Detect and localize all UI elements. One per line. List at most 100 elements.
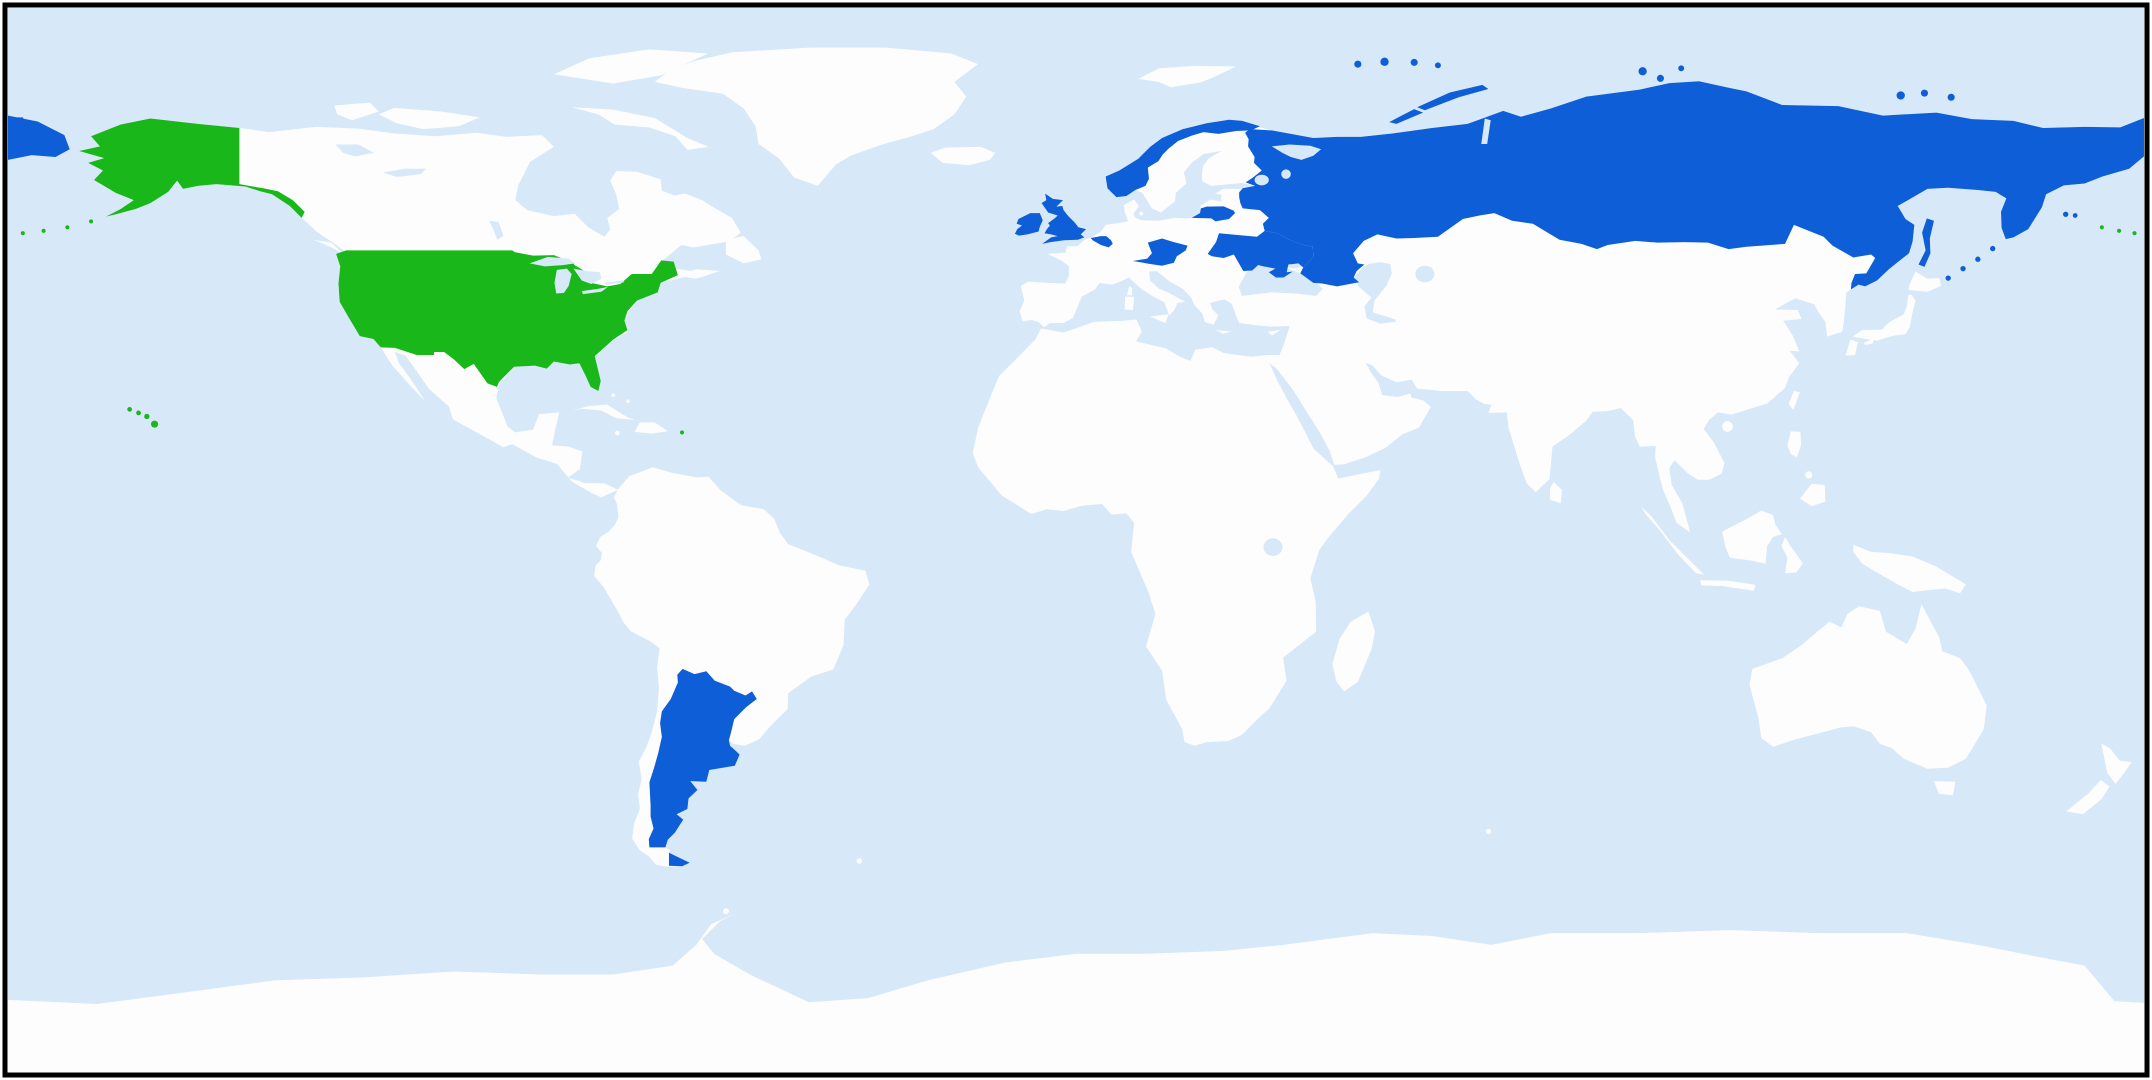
island-aleutian-2 [65,225,70,230]
island-sumatra [1641,506,1705,575]
caspian-sea [1354,262,1396,324]
landmass-australia [1749,604,1987,769]
island-hawaii-maui [144,413,150,420]
island-borneo [1722,510,1783,564]
island-novaya-zemlya-south [1389,109,1424,124]
island-cyprus [1267,329,1282,336]
island-vancouver [313,239,344,254]
island-new-guinea [1853,544,1966,594]
country-argentina-tierra-del-fuego [668,852,690,867]
gulf-of-ob [1481,118,1491,144]
country-russia-chukotka-wrap [8,115,70,160]
island-sulawesi [1781,537,1803,574]
island-aleutian-1 [88,219,94,224]
island-corsica [1127,285,1133,296]
country-united-kingdom [1041,193,1087,244]
island-sakhalin [1918,218,1934,267]
island-severnaya-2 [1656,74,1664,82]
island-new-siberian-3 [1947,93,1955,101]
country-ukraine [1207,230,1314,278]
island-franz-josef-3 [1410,58,1418,66]
island-sri-lanka [1550,482,1562,504]
island-mindanao [1799,483,1826,507]
island-sardinia [1124,296,1135,311]
island-honshu [1852,294,1916,341]
landmass-greenland [654,47,979,186]
island-novaya-zemlya-north [1417,84,1489,111]
island-luzon [1787,431,1802,458]
island-baffin [571,107,709,150]
lake-ladoga [1254,174,1269,186]
country-ireland [1014,213,1043,236]
lake-onega [1281,169,1291,179]
highlight-green-layer [20,118,2137,435]
island-kyushu [1845,339,1859,356]
island-south-shetland [722,908,729,915]
island-aleutian-4 [20,231,25,236]
lake-superior [529,256,576,267]
island-bahamas-1 [611,393,615,397]
island-aleutian-3 [41,228,46,233]
lake-great-slave [382,168,427,178]
island-hawaii-oahu [136,410,141,416]
country-norway [1105,119,1260,198]
island-aleutian-west-2 [2116,228,2122,233]
island-victoria [378,107,480,130]
island-kuril-2 [1960,266,1966,272]
country-belgium [1090,236,1113,248]
island-franz-josef-4 [1434,62,1441,69]
island-taiwan [1788,391,1800,410]
island-aleutian-west-3 [2132,231,2137,236]
island-crete [1215,330,1233,334]
country-usa-alaska [79,118,305,218]
island-madagascar [1332,611,1376,692]
black-sea [1238,265,1323,296]
island-visayas [1805,471,1813,479]
island-franz-josef-1 [1354,60,1362,68]
island-komandorski-1 [2062,211,2069,217]
island-nz-north [2101,743,2132,785]
island-iceland [930,146,996,166]
island-banks [334,102,379,121]
white-sea [1271,144,1322,160]
island-bahamas-2 [626,399,630,403]
country-lithuania-kaliningrad [1191,206,1236,222]
country-russia [1239,81,2144,290]
landmass-antarctica [8,913,2144,1072]
island-hokkaido [1908,271,1942,292]
island-hainan [1722,421,1733,432]
island-java [1700,580,1756,591]
lake-winnipeg [489,220,504,240]
island-kuril-4 [1990,245,1996,252]
island-puerto-rico [679,430,685,435]
island-severnaya-3 [1678,65,1685,72]
lake-ontario [604,280,625,285]
island-newfoundland [725,236,762,264]
country-argentina [648,668,757,848]
island-wrangel [8,117,25,122]
island-kuril-1 [1945,275,1951,281]
island-ellesmere [553,49,709,84]
lake-erie [581,287,608,295]
island-tasmania [1933,781,1956,796]
island-kerguelen [1485,828,1492,835]
island-shikoku [1863,337,1876,345]
island-severnaya-1 [1638,67,1647,76]
island-jamaica [614,430,620,436]
island-kuril-3 [1975,256,1981,262]
lake-michigan [554,268,572,294]
island-sicily [1149,314,1169,324]
lake-victoria [1263,538,1283,556]
highlight-blue-layer [8,57,2144,867]
island-new-siberian-2 [1920,89,1929,97]
country-usa-conus [336,250,678,392]
lake-layer [335,118,1491,556]
lake-great-bear [335,144,375,157]
island-hawaii-kauai [127,406,133,412]
island-nz-south [2066,779,2110,815]
lake-huron [573,268,602,285]
island-aleutian-west-1 [2099,225,2104,230]
